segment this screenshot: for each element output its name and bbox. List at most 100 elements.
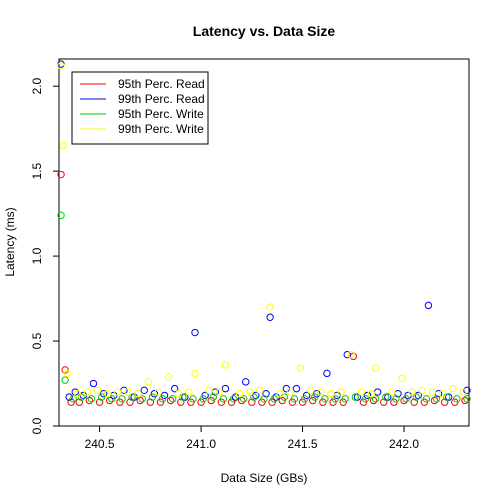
data-point <box>343 350 351 359</box>
data-point <box>124 388 132 396</box>
data-point <box>189 395 197 403</box>
data-point <box>175 390 183 398</box>
legend-entry: 99th Perc. Write <box>118 122 204 136</box>
data-point <box>341 395 349 403</box>
data-point <box>317 388 325 396</box>
data-point <box>126 398 134 406</box>
data-point <box>380 398 388 406</box>
data-point <box>331 395 339 403</box>
data-point <box>242 378 250 386</box>
y-tick-label: 2.0 <box>30 78 44 95</box>
data-point <box>300 395 309 403</box>
data-point <box>321 395 329 403</box>
data-point <box>166 396 175 405</box>
data-point <box>349 352 358 361</box>
data-point <box>250 393 258 401</box>
data-point <box>461 396 469 405</box>
x-tick-label: 242.0 <box>389 437 419 451</box>
data-point <box>221 384 230 393</box>
data-point <box>65 393 73 401</box>
data-point <box>185 388 193 396</box>
data-point <box>424 301 433 310</box>
chart-title: Latency vs. Data Size <box>193 23 336 39</box>
data-point <box>93 386 102 395</box>
data-point <box>292 384 301 393</box>
legend-box <box>71 71 209 145</box>
data-point <box>371 364 380 372</box>
x-tick-label: 240.5 <box>85 437 115 451</box>
data-point <box>154 388 163 396</box>
data-point <box>69 395 77 403</box>
data-point <box>373 388 382 396</box>
data-point <box>256 386 264 395</box>
data-point <box>75 398 83 406</box>
data-point <box>63 369 71 378</box>
data-point <box>177 398 185 406</box>
legend-entry: 95th Perc. Read <box>118 77 205 91</box>
data-point <box>219 395 228 403</box>
data-point <box>384 393 392 401</box>
data-point <box>164 373 173 381</box>
data-point <box>158 395 167 403</box>
x-axis-label: Data Size (GBs) <box>221 471 308 485</box>
data-point <box>337 388 345 396</box>
data-point <box>262 390 270 398</box>
data-point <box>61 376 69 384</box>
data-point <box>392 395 400 403</box>
data-points <box>57 60 471 406</box>
data-point <box>118 395 126 403</box>
data-point <box>148 393 157 401</box>
data-point <box>432 395 441 403</box>
data-point <box>412 393 420 401</box>
y-axis-label: Latency (ms) <box>3 207 17 276</box>
data-point <box>347 350 355 359</box>
data-point <box>138 395 146 403</box>
data-point <box>296 364 305 372</box>
y-tick-label: 1.5 <box>30 162 44 179</box>
data-point <box>140 386 148 395</box>
data-point <box>367 390 376 398</box>
axis-ticks: 240.5 241.0 241.5 242.0 0.0 0.5 1.0 1.5 2.0 <box>30 78 419 451</box>
data-point <box>120 386 128 395</box>
data-point <box>276 390 284 398</box>
data-point <box>134 390 142 398</box>
data-point <box>71 388 79 396</box>
data-point <box>286 388 295 396</box>
data-point <box>221 361 230 369</box>
data-point <box>57 211 65 220</box>
data-point <box>85 396 94 405</box>
data-point <box>422 395 431 403</box>
data-point <box>382 393 390 401</box>
legend-entry: 95th Perc. Write <box>118 107 204 121</box>
data-point <box>398 374 406 383</box>
data-point <box>351 393 360 401</box>
data-point <box>97 393 106 401</box>
data-point <box>270 395 278 403</box>
data-point <box>282 384 291 393</box>
data-point <box>410 398 418 406</box>
data-point <box>248 398 256 406</box>
data-point <box>128 393 136 401</box>
data-point <box>104 390 112 398</box>
data-point <box>388 388 396 396</box>
data-point <box>209 393 217 401</box>
y-tick-label: 1.0 <box>30 247 44 264</box>
data-point <box>89 379 98 388</box>
data-point <box>418 386 427 395</box>
data-point <box>445 393 453 401</box>
data-point <box>369 396 378 405</box>
data-point <box>459 388 467 396</box>
x-tick-label: 241.5 <box>288 437 318 451</box>
data-point <box>306 386 315 395</box>
plot-frame <box>58 58 470 427</box>
data-point <box>146 398 155 406</box>
data-point <box>83 388 92 396</box>
y-tick-label: 0.5 <box>30 332 44 349</box>
data-point <box>231 393 240 401</box>
data-point <box>252 391 260 400</box>
legend-entry: 99th Perc. Read <box>118 92 205 106</box>
data-point <box>272 393 280 401</box>
data-point <box>170 384 179 393</box>
